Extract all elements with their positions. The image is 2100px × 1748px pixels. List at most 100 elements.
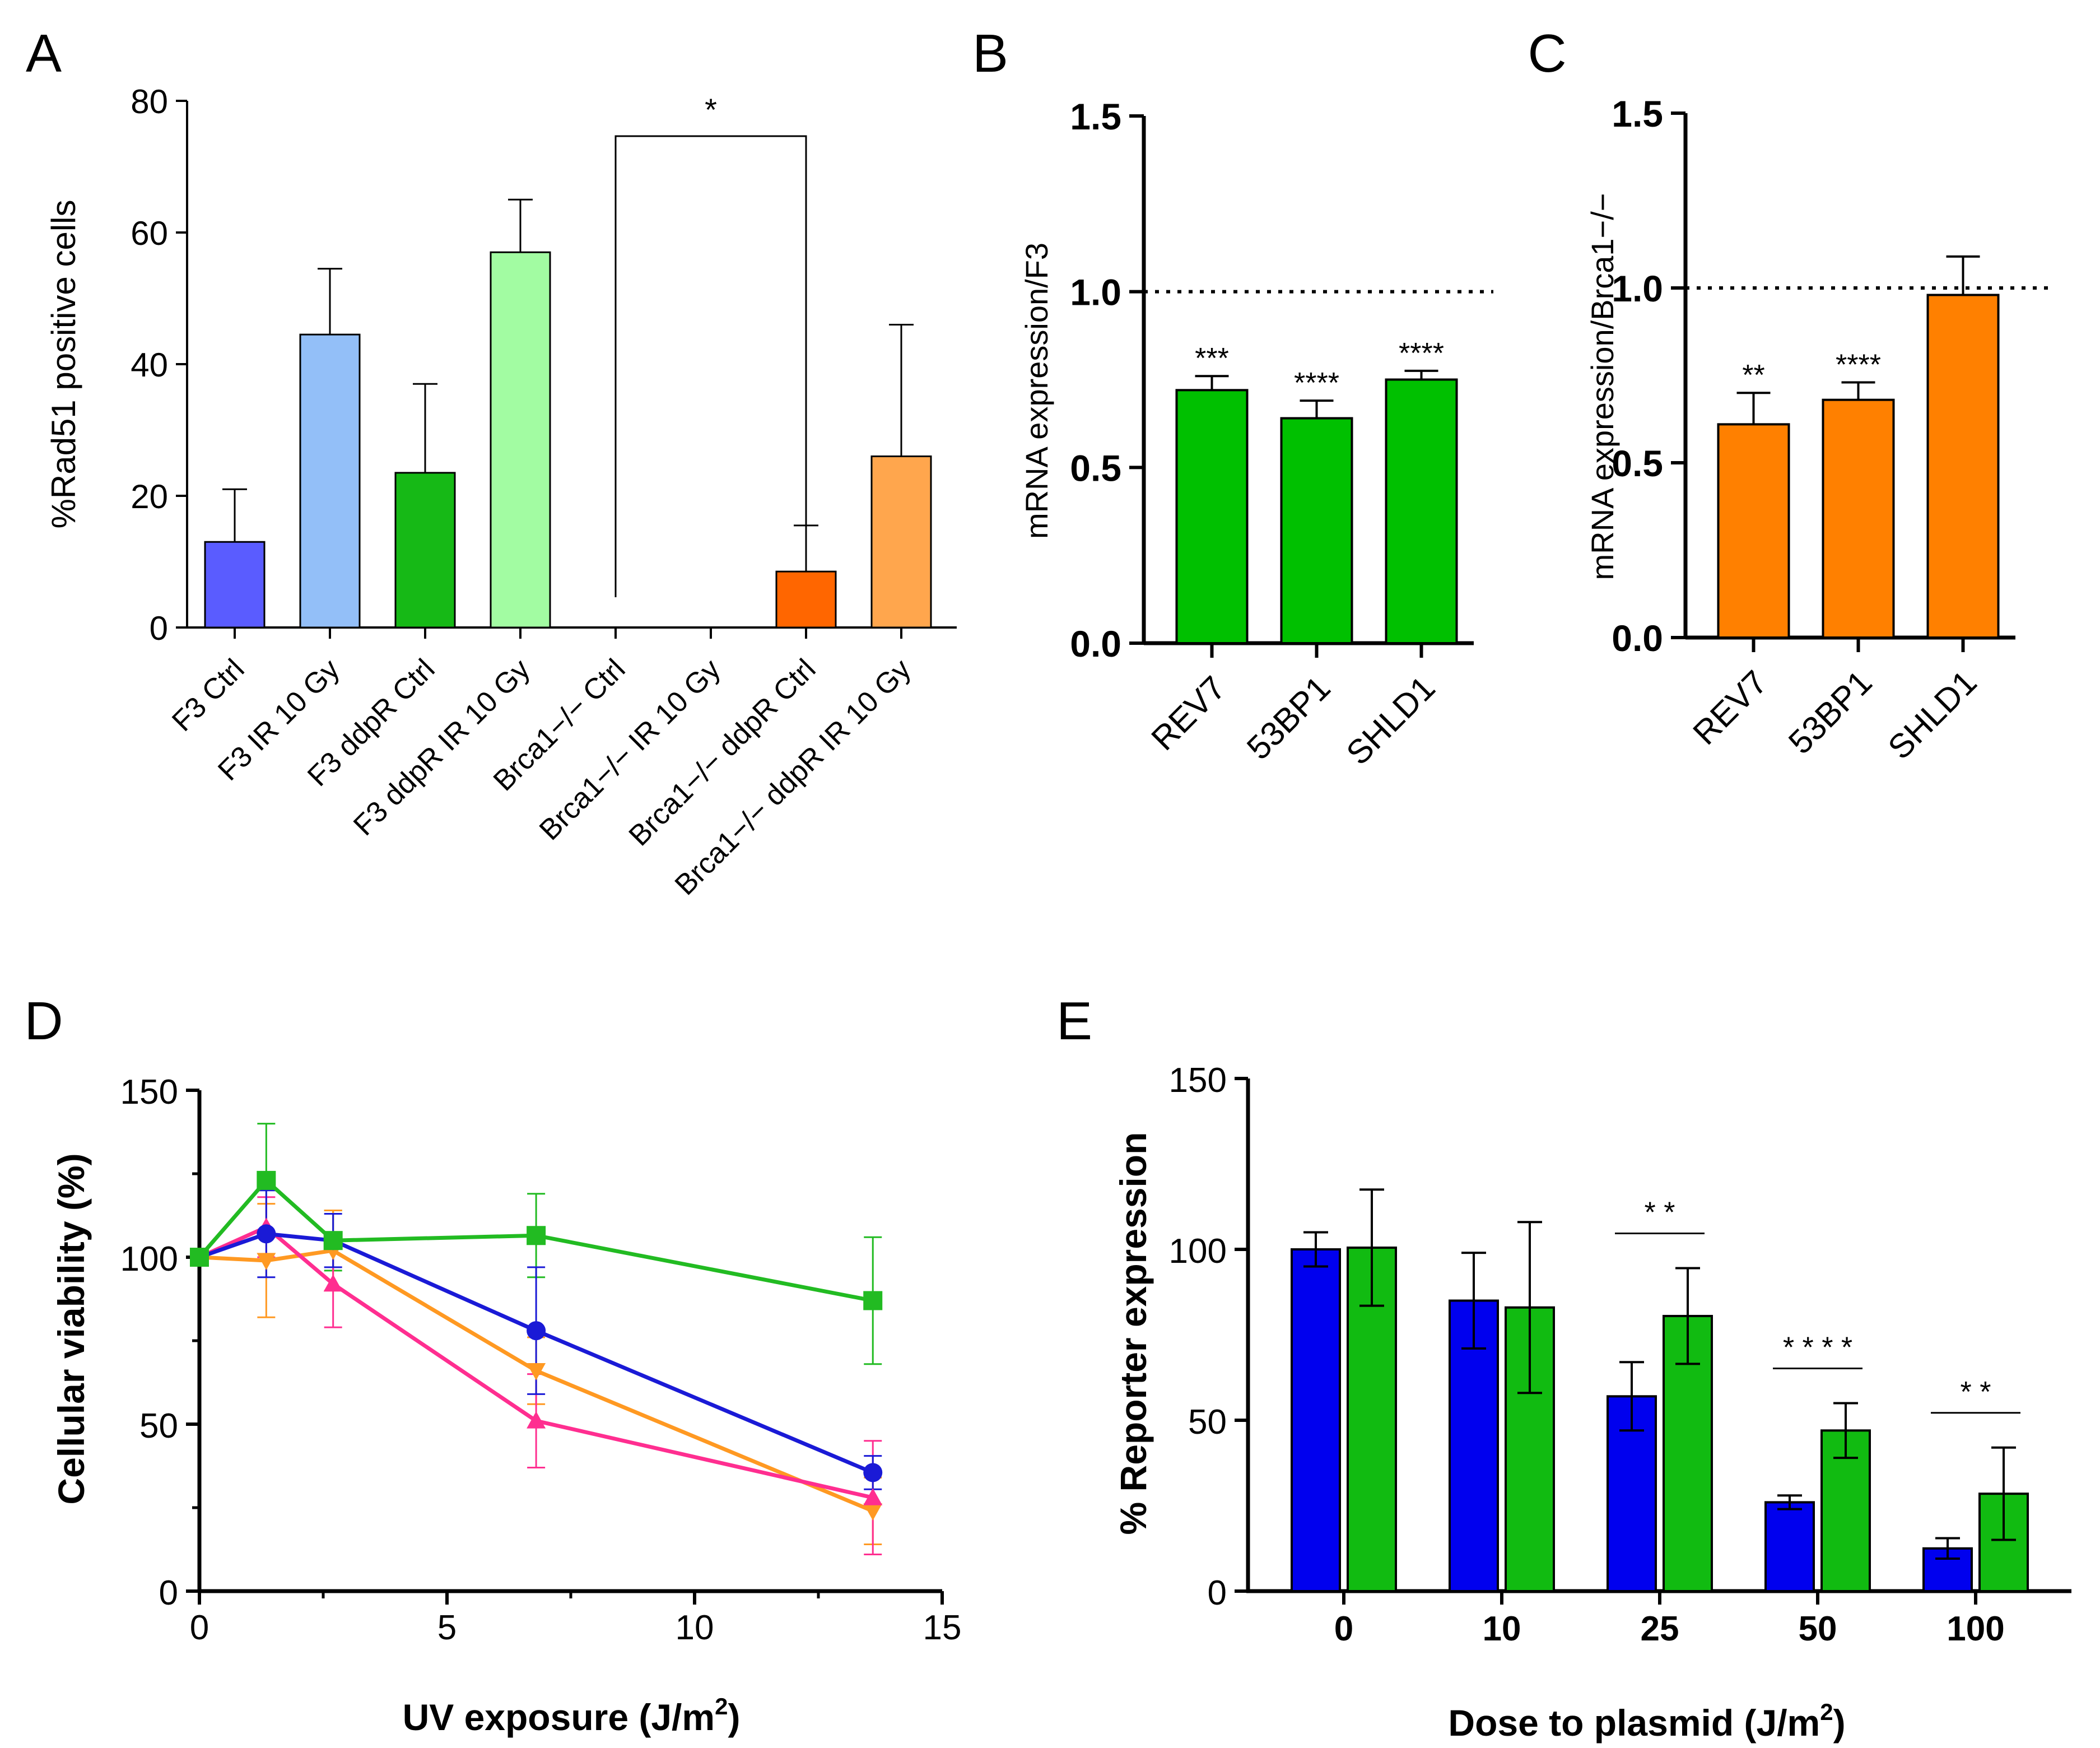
y-tick-label: 80 <box>131 83 168 120</box>
marker-blue <box>257 1224 276 1244</box>
x-tick-label: Brca1−/− IR 10 Gy <box>533 653 727 847</box>
x-tick-label: F3 ddpR IR 10 Gy <box>347 653 536 842</box>
x-tick-label: 53BP1 <box>1240 669 1338 767</box>
significance-star: **** <box>1294 367 1339 399</box>
panel-b-bar-chart: B 0.0 0.5 1.0 1.5 mRNA expression/F3 REV7 *** 53… <box>972 24 1493 772</box>
x-tick-label: F3 Ctrl <box>166 653 250 737</box>
panel-label: C <box>1528 24 1566 83</box>
bar <box>1385 378 1458 644</box>
x-axis-label-superscript: 2 <box>715 1693 728 1719</box>
x-tick-label: REV7 <box>1144 669 1232 757</box>
x-tick-label: 10 <box>676 1608 714 1647</box>
bar <box>1175 389 1249 644</box>
marker-pink <box>863 1488 883 1505</box>
marker-blue <box>863 1463 883 1482</box>
x-tick-label: REV7 <box>1685 663 1774 752</box>
panel-a-bar-chart: A 0 20 40 60 80 %Rad51 positive cells F3 Ctrl F3… <box>26 24 957 901</box>
bar <box>775 570 837 629</box>
bar <box>1280 417 1353 644</box>
significance-star: ** <box>1742 359 1764 392</box>
y-tick-label: 1.5 <box>1612 93 1663 134</box>
y-tick-label: 100 <box>1169 1232 1227 1271</box>
y-tick-label: 0.5 <box>1612 443 1663 484</box>
y-tick-label: 0.0 <box>1070 623 1121 664</box>
y-axis-label: %Rad51 positive cells <box>45 200 82 529</box>
marker-orange <box>257 1253 276 1270</box>
x-axis-label-text: UV exposure (J/m <box>403 1696 715 1738</box>
y-tick-label: 40 <box>131 346 168 384</box>
bar <box>299 333 361 629</box>
y-axis-label: mRNA expression/F3 <box>1019 243 1054 539</box>
bar <box>1822 398 1895 639</box>
x-axis-label: Dose to plasmid (J/m2) <box>1448 1699 1845 1744</box>
panel-d-line-chart: D 0 50 100 150 0 5 10 15 Cellular viability (%) UV… <box>24 991 961 1738</box>
panel-label: E <box>1056 991 1092 1051</box>
significance-star: **** <box>1836 348 1881 381</box>
marker-green <box>257 1170 276 1190</box>
panel-label: A <box>26 24 62 83</box>
panel-label: D <box>24 991 63 1051</box>
x-tick-label: SHLD1 <box>1881 663 1984 766</box>
x-tick-label: SHLD1 <box>1339 669 1442 772</box>
x-tick-label: 53BP1 <box>1781 663 1879 761</box>
y-tick-label: 0 <box>159 1574 178 1612</box>
y-tick-label: 1.5 <box>1070 96 1121 137</box>
y-tick-label: 0 <box>1208 1574 1227 1612</box>
panel-c-bar-chart: C 0.0 0.5 1.0 1.5 mRNA expression/Brca1−/− REV… <box>1528 24 2050 766</box>
x-tick-label: 0 <box>190 1608 209 1647</box>
y-axis-label: Cellular viability (%) <box>50 1153 92 1504</box>
marker-blue <box>527 1321 546 1341</box>
bar <box>870 455 932 629</box>
significance-star: * * <box>1961 1376 1991 1408</box>
marker-orange <box>527 1363 546 1380</box>
bar <box>1717 423 1790 639</box>
significance-star: **** <box>1399 337 1444 370</box>
y-tick-label: 1.0 <box>1070 272 1121 313</box>
bar <box>394 472 456 629</box>
marker-green <box>190 1248 209 1267</box>
x-axis-label-superscript: 2 <box>1820 1699 1833 1725</box>
bar-blue <box>1291 1248 1341 1592</box>
bar <box>490 251 551 629</box>
x-tick-label: 10 <box>1483 1610 1521 1648</box>
y-tick-label: 100 <box>120 1240 178 1279</box>
bar-blue <box>1764 1501 1815 1592</box>
x-tick-label: Brca1−/− ddpR Ctrl <box>623 653 822 852</box>
x-tick-label: 50 <box>1799 1610 1837 1648</box>
y-tick-label: 50 <box>1188 1403 1227 1442</box>
x-tick-label: 100 <box>1947 1610 2004 1648</box>
y-tick-label: 0.5 <box>1070 447 1121 489</box>
marker-pink <box>527 1411 546 1429</box>
significance-star: * * * * <box>1783 1332 1852 1364</box>
marker-orange <box>863 1503 883 1521</box>
x-axis-label-close: ) <box>728 1696 740 1738</box>
y-axis-label: mRNA expression/Brca1−/− <box>1585 193 1620 580</box>
marker-green <box>527 1226 546 1245</box>
x-axis-label: UV exposure (J/m2) <box>403 1693 741 1738</box>
y-tick-label: 1.0 <box>1612 268 1663 309</box>
significance-star: * <box>705 92 717 127</box>
x-tick-label: 25 <box>1641 1610 1679 1648</box>
x-tick-label: 0 <box>1334 1610 1353 1648</box>
marker-green <box>863 1291 883 1310</box>
x-tick-label: 5 <box>437 1608 457 1647</box>
significance-bracket <box>614 135 807 597</box>
x-axis-label-close: ) <box>1833 1702 1846 1744</box>
y-tick-label: 150 <box>120 1073 178 1112</box>
panel-label: B <box>972 24 1008 83</box>
bar <box>1926 294 2000 639</box>
x-axis-label-text: Dose to plasmid (J/m <box>1448 1702 1820 1744</box>
marker-pink <box>323 1274 343 1292</box>
y-tick-label: 0 <box>150 610 168 647</box>
x-tick-label: 15 <box>923 1608 962 1647</box>
significance-star: *** <box>1195 342 1229 375</box>
marker-green <box>323 1231 343 1250</box>
y-tick-label: 60 <box>131 215 168 252</box>
y-tick-label: 20 <box>131 478 168 515</box>
y-tick-label: 0.0 <box>1612 617 1663 659</box>
y-axis-label: % Reporter expression <box>1112 1132 1154 1535</box>
y-tick-label: 150 <box>1169 1061 1227 1100</box>
bar <box>204 541 266 629</box>
